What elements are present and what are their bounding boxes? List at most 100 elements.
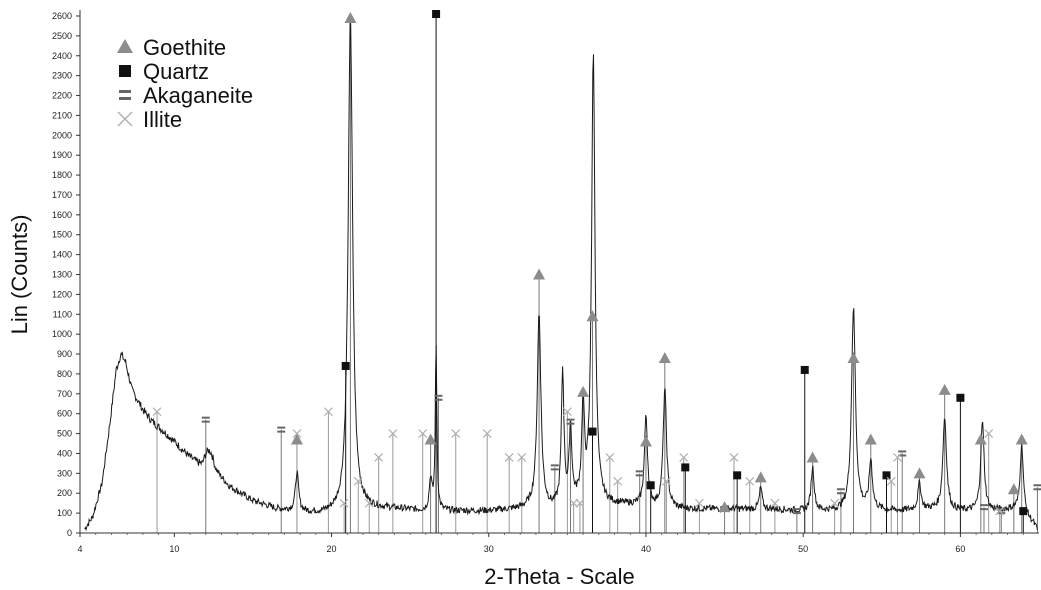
x-tick-label: 40 (641, 544, 651, 554)
marker-akaganeite (635, 470, 644, 477)
marker-quartz (432, 10, 441, 19)
legend-label: Illite (143, 107, 182, 132)
triangle-icon (117, 39, 133, 53)
marker-quartz (882, 471, 891, 480)
marker-illite (605, 453, 615, 462)
marker-quartz (1019, 507, 1028, 516)
y-tick-label: 1700 (52, 190, 72, 200)
marker-illite (745, 476, 755, 486)
y-ticks: 0 100 200 300 400 500 600 700 800 900 1000 1100 1200… (52, 11, 80, 538)
marker-illite (694, 498, 704, 508)
marker-goethite (806, 451, 819, 463)
marker-illite (152, 407, 162, 417)
marker-illite (886, 476, 896, 486)
marker-akaganeite (201, 416, 210, 423)
cross-icon (117, 111, 133, 127)
marker-illite (482, 429, 492, 439)
marker-goethite (639, 435, 652, 447)
marker-goethite (344, 11, 357, 23)
marker-illite (679, 453, 689, 462)
marker-illite (575, 498, 585, 508)
legend-item-illite: Illite (117, 107, 182, 132)
y-tick-label: 1900 (52, 150, 72, 160)
y-tick-label: 100 (57, 508, 72, 518)
marker-akaganeite (792, 508, 801, 515)
marker-goethite (913, 467, 926, 479)
y-tick-label: 300 (57, 468, 72, 478)
y-tick-label: 800 (57, 369, 72, 379)
marker-illite (729, 453, 739, 462)
y-tick-label: 1600 (52, 210, 72, 220)
marker-quartz (733, 471, 742, 480)
marker-illite (364, 498, 374, 508)
y-tick-label: 900 (57, 349, 72, 359)
y-tick-label: 2600 (52, 11, 72, 21)
y-tick-label: 1400 (52, 250, 72, 260)
marker-quartz (800, 365, 809, 374)
x-tick-label: 10 (169, 544, 179, 554)
marker-illite (323, 407, 333, 417)
y-tick-label: 1000 (52, 329, 72, 339)
marker-goethite (847, 352, 860, 364)
y-tick-label: 1800 (52, 170, 72, 180)
y-tick-label: 500 (57, 429, 72, 439)
marker-goethite (718, 501, 731, 513)
y-tick-label: 2100 (52, 110, 72, 120)
marker-goethite (586, 310, 599, 322)
marker-illite (517, 453, 527, 462)
marker-goethite (533, 268, 546, 280)
marker-goethite (1015, 433, 1028, 445)
marker-akaganeite (836, 488, 845, 495)
marker-goethite (864, 433, 877, 445)
y-tick-label: 2300 (52, 71, 72, 81)
marker-akaganeite (550, 464, 559, 471)
marker-illite (661, 476, 671, 486)
marker-illite (504, 453, 514, 462)
marker-goethite (1007, 483, 1020, 495)
x-tick-label: 30 (484, 544, 494, 554)
marker-quartz (681, 463, 690, 472)
y-tick-label: 2400 (52, 51, 72, 61)
marker-illite (562, 407, 572, 417)
marker-goethite (974, 433, 987, 445)
marker-goethite (658, 352, 671, 364)
marker-illite (353, 476, 363, 486)
equals-icon (119, 90, 131, 100)
marker-goethite (754, 471, 767, 483)
marker-goethite (577, 385, 590, 397)
legend-label: Goethite (143, 35, 226, 60)
marker-quartz (341, 361, 350, 370)
marker-illite (374, 453, 384, 462)
marker-illite (418, 429, 428, 439)
marker-akaganeite (434, 394, 443, 401)
x-tick-label: 60 (955, 544, 965, 554)
y-axis-title: Lin (Counts) (7, 215, 32, 335)
marker-illite (388, 429, 398, 439)
x-tick-label: 50 (798, 544, 808, 554)
marker-akaganeite (1033, 484, 1041, 491)
marker-akaganeite (566, 418, 575, 425)
marker-goethite (938, 383, 951, 395)
y-tick-label: 200 (57, 488, 72, 498)
y-tick-label: 600 (57, 409, 72, 419)
legend-item-goethite: Goethite (117, 35, 226, 60)
legend-label: Akaganeite (143, 83, 253, 108)
y-tick-label: 2200 (52, 91, 72, 101)
axes (79, 10, 1039, 534)
y-tick-label: 1300 (52, 270, 72, 280)
marker-quartz (956, 393, 965, 402)
marker-illite (451, 429, 461, 439)
legend-item-quartz: Quartz (119, 59, 209, 84)
marker-illite (770, 498, 780, 508)
x-axis-title: 2-Theta - Scale (484, 564, 634, 589)
marker-goethite (290, 433, 303, 445)
x-ticks: 4 10 20 30 40 50 60 (77, 533, 1024, 554)
marker-quartz (646, 481, 655, 490)
y-tick-label: 400 (57, 448, 72, 458)
y-tick-label: 2000 (52, 130, 72, 140)
phase-markers (152, 10, 1041, 516)
marker-goethite (424, 433, 437, 445)
y-tick-label: 700 (57, 389, 72, 399)
